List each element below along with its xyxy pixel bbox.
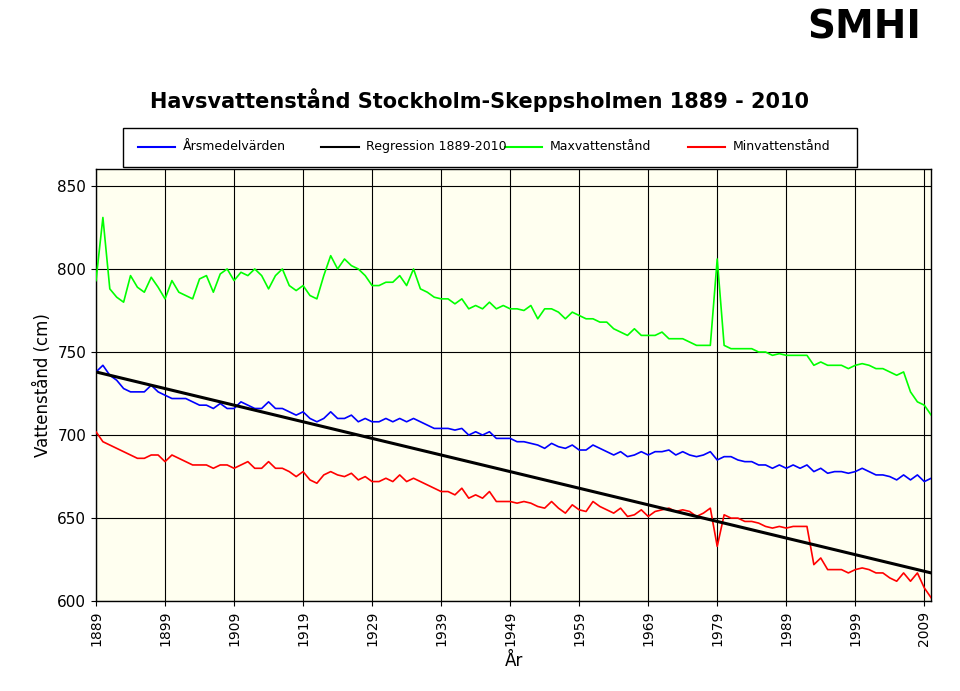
Text: Minvattenstånd: Minvattenstånd	[732, 140, 830, 153]
X-axis label: År: År	[504, 652, 523, 670]
Text: Maxvattenstånd: Maxvattenstånd	[549, 140, 651, 153]
Y-axis label: Vattenstånd (cm): Vattenstånd (cm)	[34, 313, 52, 457]
Text: SMHI: SMHI	[807, 9, 922, 46]
Text: Årsmedelvärden: Årsmedelvärden	[182, 140, 285, 153]
Text: Regression 1889-2010: Regression 1889-2010	[366, 140, 507, 153]
Text: Havsvattenstånd Stockholm-Skeppsholmen 1889 - 2010: Havsvattenstånd Stockholm-Skeppsholmen 1…	[151, 88, 809, 112]
